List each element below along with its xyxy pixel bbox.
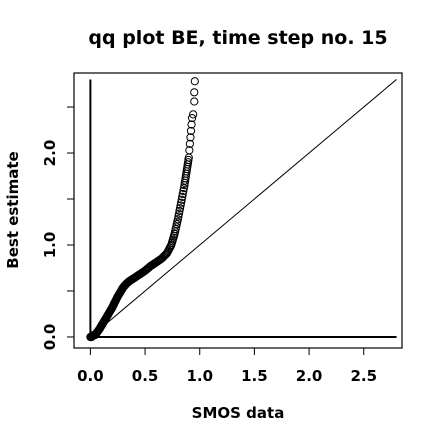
y-axis-title: Best estimate [4,151,22,268]
qq-point-tail [186,133,195,142]
x-axis-title: SMOS data [192,404,285,422]
x-tick-label: 0.5 [132,367,159,385]
qq-point [177,195,186,204]
qq-point [178,189,187,199]
identity-line [90,79,397,338]
x-tick-label: 2.5 [350,367,377,385]
qq-point [174,212,183,221]
qq-point [175,206,184,216]
x-tick-label: 2.0 [296,367,323,385]
qq-point-tail [190,88,199,97]
x-tick-label: 1.0 [186,367,213,385]
y-tick-label: 0.0 [41,324,59,351]
y-axis: 0.0 1.0 2.0 [41,106,75,351]
x-axis: 0.0 0.5 1.0 1.5 2.0 2.5 [77,347,377,385]
y-tick-label: 1.0 [41,232,59,259]
qq-point [176,201,185,210]
qq-point-tail [186,126,196,136]
y-tick-label: 2.0 [41,140,59,167]
qq-point-tail [187,120,196,129]
qq-point-tail [185,146,194,155]
qq-point [175,204,185,213]
qq-point [173,215,182,224]
qq-point [177,198,186,207]
qq-point [179,186,188,196]
plot-frame [73,72,403,349]
qq-point [178,192,187,201]
qq-point [179,184,188,193]
x-tick-label: 0.0 [77,367,104,385]
qq-point [174,209,184,218]
qq-point-tail [187,113,197,123]
qq-point-tail [185,139,194,148]
chart-title: qq plot BE, time step no. 15 [88,27,387,49]
qq-point-tail [189,110,198,119]
qq-point-tail [190,77,199,86]
x-tick-label: 1.5 [241,367,268,385]
qq-point-tail [190,97,199,106]
